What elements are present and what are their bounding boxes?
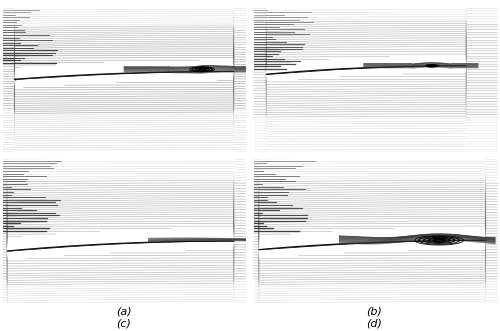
Text: (a): (a) xyxy=(116,307,132,317)
Text: (d): (d) xyxy=(366,319,382,329)
Text: (c): (c) xyxy=(116,319,132,329)
Text: (b): (b) xyxy=(366,307,382,317)
